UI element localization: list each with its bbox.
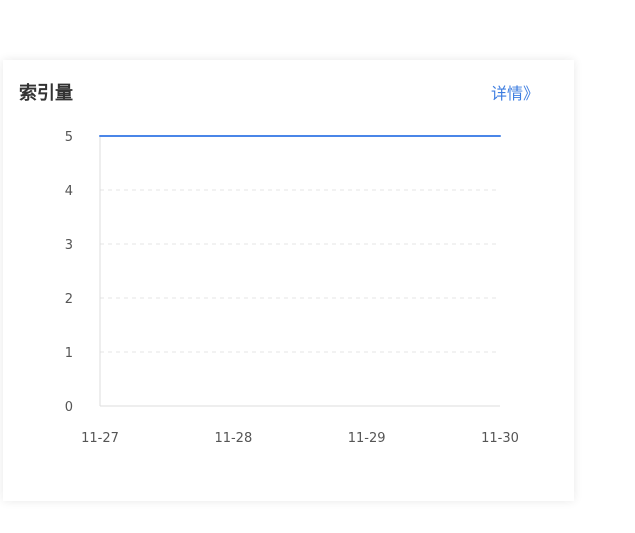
data-point — [232, 135, 235, 137]
x-tick-label: 11-29 — [348, 431, 386, 446]
x-tick-label: 11-28 — [214, 431, 252, 446]
index-volume-chart: 0 1 2 3 4 5 11-27 11-28 11-29 11-30 — [65, 130, 519, 446]
index-volume-card: 索引量 详情》 0 1 2 3 4 5 11-27 11-28 11-29 11-30 — [3, 60, 574, 501]
y-tick-label: 5 — [65, 130, 73, 145]
y-tick-label: 1 — [65, 346, 73, 361]
x-tick-label: 11-27 — [81, 431, 119, 446]
data-point — [365, 135, 368, 137]
x-tick-label: 11-30 — [481, 431, 519, 446]
card-title: 索引量 — [19, 83, 73, 104]
y-tick-label: 3 — [65, 238, 73, 253]
y-tick-label: 0 — [65, 400, 73, 415]
y-tick-label: 2 — [65, 292, 73, 307]
data-point — [499, 135, 501, 137]
details-link[interactable]: 详情》 — [490, 84, 539, 103]
data-point — [99, 135, 101, 137]
y-tick-label: 4 — [65, 184, 73, 199]
